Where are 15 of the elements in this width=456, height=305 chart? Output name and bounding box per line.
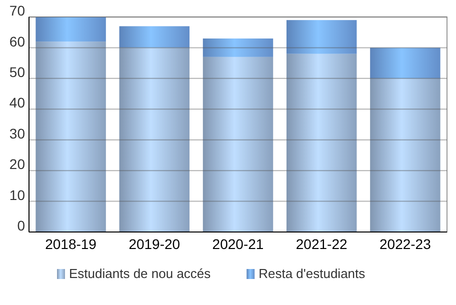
y-tick-label: 70 xyxy=(9,2,26,19)
x-tick-label: 2022-23 xyxy=(380,236,432,252)
y-tick-label: 40 xyxy=(9,94,26,111)
x-tick-label: 2019-20 xyxy=(128,236,180,252)
y-tick-label: 10 xyxy=(9,186,26,203)
x-tick-label: 2021-22 xyxy=(296,236,348,252)
y-tick-label: 60 xyxy=(9,33,26,50)
y-tick-label: 50 xyxy=(9,64,26,80)
x-tick-label: 2018-19 xyxy=(45,236,97,252)
y-tick-label: 30 xyxy=(9,125,26,142)
y-tick-label: 0 xyxy=(17,218,26,234)
legend-label: Resta d'estudiants xyxy=(258,266,366,281)
y-tick-label: 20 xyxy=(9,156,26,172)
x-tick-label: 2020-21 xyxy=(212,236,264,252)
legend-label: Estudiants de nou accés xyxy=(69,266,212,281)
